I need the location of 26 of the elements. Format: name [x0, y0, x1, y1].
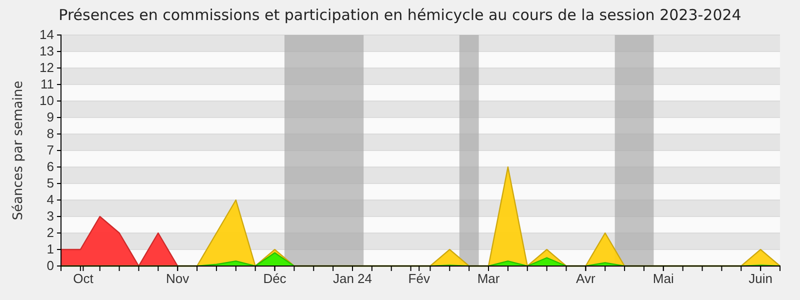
- x-tick-label: Déc: [263, 271, 287, 286]
- x-tick-label: Mai: [652, 271, 674, 286]
- y-tick-label: 7: [46, 142, 54, 158]
- y-tick-label: 8: [46, 126, 54, 142]
- y-tick-label: 6: [46, 159, 54, 174]
- x-tick-label: Oct: [73, 271, 94, 286]
- y-tick-label: 4: [46, 192, 54, 208]
- y-tick-label: 5: [46, 176, 54, 191]
- y-axis-title: Séances par semaine: [11, 80, 26, 220]
- y-tick-label: 10: [40, 93, 54, 108]
- x-tick-label: Juin: [748, 271, 772, 286]
- x-tick-label: Jan 24: [332, 271, 372, 286]
- x-tick-label: Mar: [477, 271, 500, 286]
- y-tick-label: 1: [46, 242, 54, 257]
- y-tick-label: 13: [40, 44, 54, 59]
- y-tick-label: 2: [46, 225, 54, 240]
- y-tick-label: 14: [40, 27, 54, 42]
- y-tick-label: 9: [46, 110, 54, 125]
- x-tick-label: Fév: [408, 271, 430, 286]
- y-tick-label: 3: [46, 208, 54, 224]
- y-tick-label: 12: [40, 60, 54, 76]
- x-tick-label: Nov: [166, 271, 190, 286]
- y-tick-label: 0: [46, 258, 54, 274]
- x-tick-label: Avr: [576, 271, 596, 286]
- chart-title: Présences en commissions et participation en hémicycle au cours de la session 2023-2024: [58, 6, 742, 24]
- y-tick-label: 11: [40, 76, 54, 92]
